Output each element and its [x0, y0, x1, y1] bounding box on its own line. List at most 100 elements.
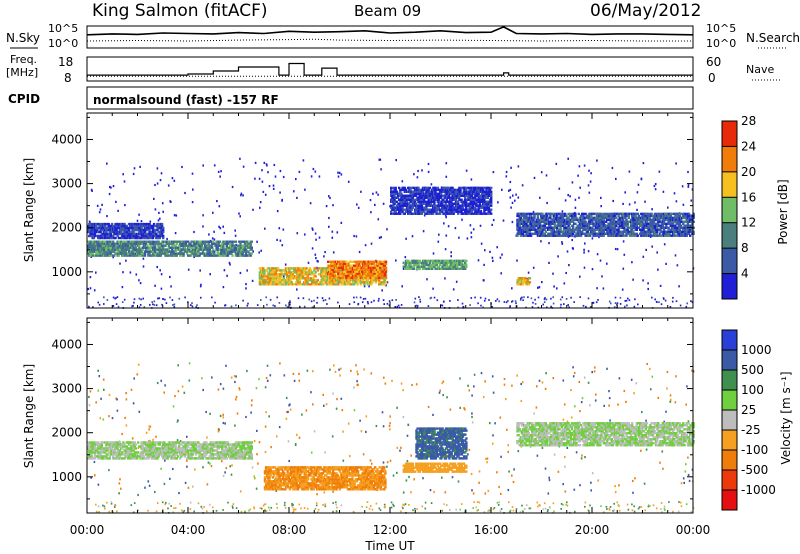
echo-cell — [336, 270, 339, 273]
echo-cell — [459, 190, 462, 193]
near-range-cell — [326, 303, 328, 305]
echo-cell — [194, 242, 198, 245]
echo-cell — [140, 250, 143, 253]
echo-cell — [456, 263, 459, 267]
echo-cell — [154, 244, 157, 247]
echo-cell — [244, 242, 248, 245]
echo-cell — [535, 230, 538, 233]
echo-cell — [231, 244, 234, 247]
echo-cell — [573, 230, 576, 233]
echo-cell — [602, 222, 605, 225]
scatter-cell — [364, 244, 367, 247]
echo-cell — [444, 188, 447, 192]
near-range-cell — [357, 302, 360, 305]
echo-cell — [426, 186, 429, 190]
echo-cell — [637, 226, 641, 229]
echo-cell — [354, 279, 357, 282]
echo-cell — [640, 234, 643, 237]
echo-cell — [140, 232, 143, 236]
echo-cell — [92, 242, 96, 245]
echo-cell — [204, 248, 207, 251]
echo-cell — [280, 269, 283, 272]
scatter-cell — [444, 214, 447, 217]
echo-cell — [459, 261, 462, 265]
echo-cell — [179, 246, 182, 249]
echo-cell — [449, 208, 452, 211]
scatter-cell — [156, 265, 158, 269]
echo-cell — [367, 270, 371, 273]
near-range-cell — [123, 298, 126, 301]
scatter-cell — [259, 201, 262, 204]
scatter-cell — [654, 188, 657, 191]
echo-cell — [571, 226, 575, 229]
echo-cell — [323, 269, 326, 272]
scatter-cell — [678, 285, 680, 288]
scatter-cell — [157, 219, 160, 222]
echo-cell — [144, 234, 148, 238]
echo-cell — [219, 248, 223, 251]
echo-cell — [207, 244, 210, 247]
echo-cell — [169, 250, 173, 253]
echo-cell — [454, 190, 458, 193]
scatter-cell — [509, 188, 512, 191]
echo-cell — [631, 228, 634, 231]
echo-cell — [445, 194, 449, 197]
echo-cell — [537, 226, 541, 229]
echo-cell — [149, 240, 152, 243]
echo-cell — [154, 246, 157, 249]
scatter-cell — [259, 206, 261, 209]
echo-cell — [276, 275, 280, 278]
echo-cell — [96, 250, 99, 253]
echo-cell — [148, 252, 151, 255]
echo-cell — [409, 186, 412, 190]
echo-cell — [243, 246, 247, 249]
echo-cell — [472, 196, 476, 199]
echo-cell — [475, 200, 478, 203]
echo-cell — [437, 206, 441, 209]
echo-cell — [313, 273, 316, 276]
echo-cell — [290, 281, 293, 284]
scatter-cell — [569, 195, 571, 198]
echo-cell — [475, 202, 478, 205]
scatter-cell — [546, 201, 548, 205]
echo-cell — [603, 224, 607, 227]
scatter-cell — [223, 231, 226, 234]
scatter-cell — [479, 224, 482, 227]
echo-cell — [92, 244, 96, 247]
echo-cell — [122, 244, 125, 247]
echo-cell — [391, 198, 394, 201]
echo-cell — [192, 240, 196, 243]
echo-cell — [90, 246, 93, 249]
echo-cell — [281, 279, 284, 282]
scatter-cell — [521, 184, 524, 187]
echo-cell — [427, 267, 430, 270]
echo-cell — [566, 220, 569, 223]
echo-cell — [642, 228, 645, 231]
echo-cell — [216, 246, 219, 249]
echo-cell — [623, 230, 626, 233]
scatter-cell — [567, 194, 569, 197]
scatter-cell — [281, 244, 284, 247]
echo-cell — [516, 283, 519, 286]
echo-cell — [634, 220, 637, 223]
scatter-cell — [370, 242, 373, 245]
scatter-cell — [378, 158, 381, 161]
echo-cell — [112, 240, 115, 243]
scatter-cell — [135, 273, 138, 276]
echo-cell — [89, 232, 92, 236]
echo-cell — [594, 226, 598, 229]
scatter-cell — [599, 259, 602, 262]
echo-cell — [181, 248, 184, 251]
scatter-cell — [324, 251, 326, 254]
scatter-cell — [228, 261, 231, 264]
echo-cell — [109, 240, 113, 243]
echo-cell — [465, 188, 468, 192]
scatter-cell — [642, 255, 645, 258]
echo-cell — [159, 254, 163, 257]
scatter-cell — [445, 216, 447, 219]
near-range-cell — [302, 297, 305, 300]
echo-cell — [353, 272, 356, 275]
scatter-cell — [556, 287, 558, 290]
echo-cell — [407, 196, 410, 199]
near-range-cell — [546, 306, 548, 309]
